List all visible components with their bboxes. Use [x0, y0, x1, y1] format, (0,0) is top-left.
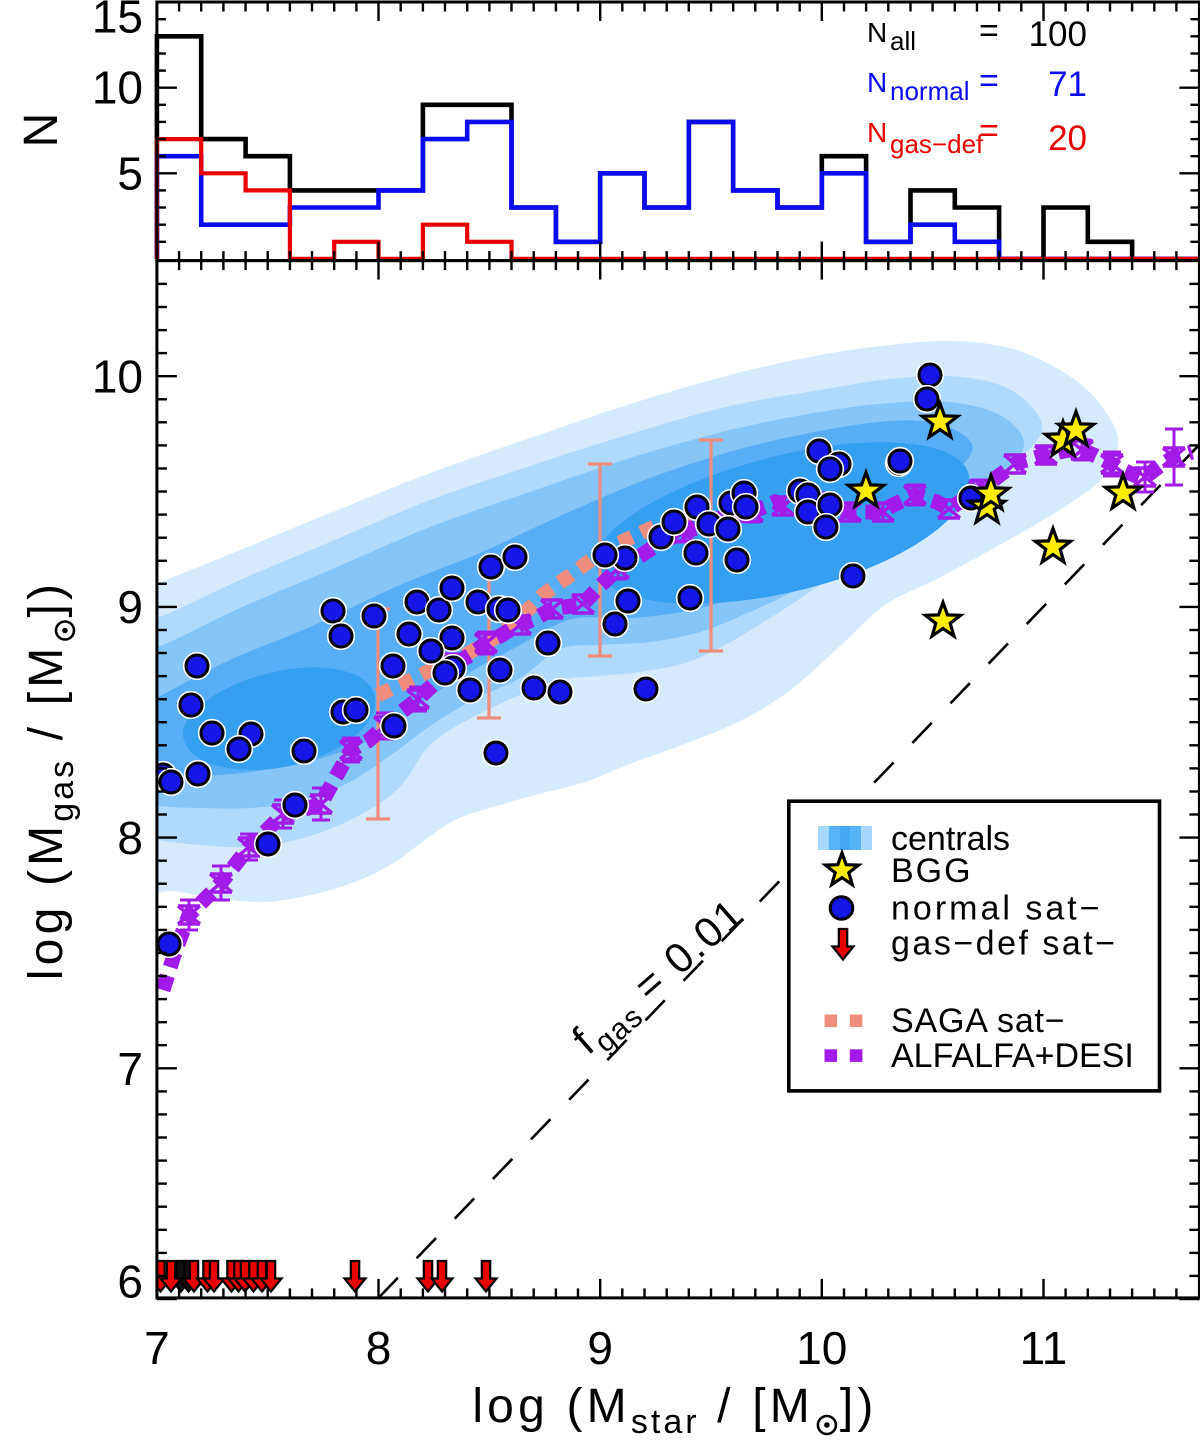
svg-text:centrals: centrals [891, 820, 1010, 858]
svg-text:9: 9 [587, 1322, 613, 1374]
svg-text:=: = [979, 62, 999, 100]
svg-text:N: N [867, 67, 887, 98]
svg-text:all: all [890, 26, 916, 56]
svg-text:N: N [15, 113, 68, 148]
svg-text:6: 6 [117, 1256, 143, 1308]
svg-text:log (M: log (M [472, 1380, 631, 1433]
svg-text:=: = [979, 112, 999, 150]
svg-text:]): ]) [840, 1380, 878, 1433]
svg-text:]): ]) [20, 580, 73, 618]
svg-text:9: 9 [117, 581, 143, 633]
svg-text:11: 11 [1020, 1322, 1068, 1374]
svg-text:normal sat−: normal sat− [891, 890, 1103, 928]
svg-text:gas−def: gas−def [890, 129, 984, 159]
svg-text:/ [M: / [M [700, 1380, 814, 1433]
svg-text:SAGA sat−: SAGA sat− [891, 1002, 1065, 1040]
svg-text:gas−def sat−: gas−def sat− [891, 925, 1118, 963]
svg-text:8: 8 [366, 1322, 392, 1374]
svg-text:5: 5 [117, 148, 143, 200]
svg-text:ALFALFA+DESI: ALFALFA+DESI [891, 1037, 1134, 1075]
svg-text:gas: gas [43, 758, 81, 822]
svg-text:N: N [867, 17, 887, 48]
svg-text:7: 7 [117, 1043, 143, 1095]
svg-text:8: 8 [117, 812, 143, 864]
svg-text:71: 71 [1048, 65, 1087, 104]
svg-text:15: 15 [92, 0, 143, 43]
svg-text:10: 10 [92, 61, 143, 113]
svg-text:normal: normal [890, 76, 969, 106]
svg-text:10: 10 [92, 351, 143, 403]
svg-text:20: 20 [1048, 119, 1087, 158]
svg-text:star: star [631, 1403, 700, 1440]
svg-text:10: 10 [796, 1322, 847, 1374]
svg-text:/ [M: / [M [20, 644, 73, 758]
svg-text:N: N [867, 117, 887, 148]
svg-text:BGG: BGG [891, 852, 973, 890]
svg-text:100: 100 [1029, 15, 1087, 54]
svg-text:log (M: log (M [20, 822, 73, 981]
svg-text:7: 7 [144, 1322, 170, 1374]
svg-text:=: = [979, 12, 999, 50]
